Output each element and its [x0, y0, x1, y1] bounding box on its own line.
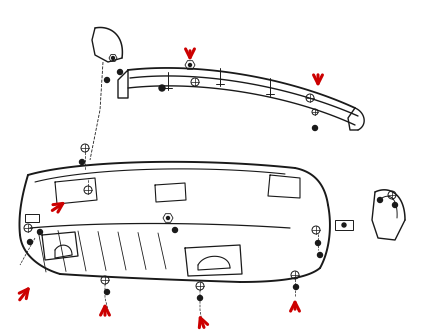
Circle shape [37, 229, 43, 235]
Circle shape [172, 227, 178, 233]
Circle shape [105, 290, 109, 294]
Circle shape [316, 241, 320, 246]
Circle shape [159, 85, 165, 91]
Circle shape [312, 126, 318, 130]
Circle shape [378, 198, 382, 203]
Circle shape [197, 295, 203, 300]
Circle shape [112, 56, 115, 59]
Bar [335, 220, 353, 230]
Circle shape [392, 203, 398, 208]
Circle shape [118, 70, 122, 75]
Circle shape [342, 223, 346, 227]
Circle shape [318, 252, 322, 257]
Circle shape [293, 285, 299, 290]
Circle shape [167, 216, 170, 219]
Circle shape [27, 240, 33, 245]
Bar [25, 214, 39, 222]
Circle shape [188, 64, 191, 67]
Circle shape [79, 160, 85, 165]
Circle shape [105, 78, 109, 83]
